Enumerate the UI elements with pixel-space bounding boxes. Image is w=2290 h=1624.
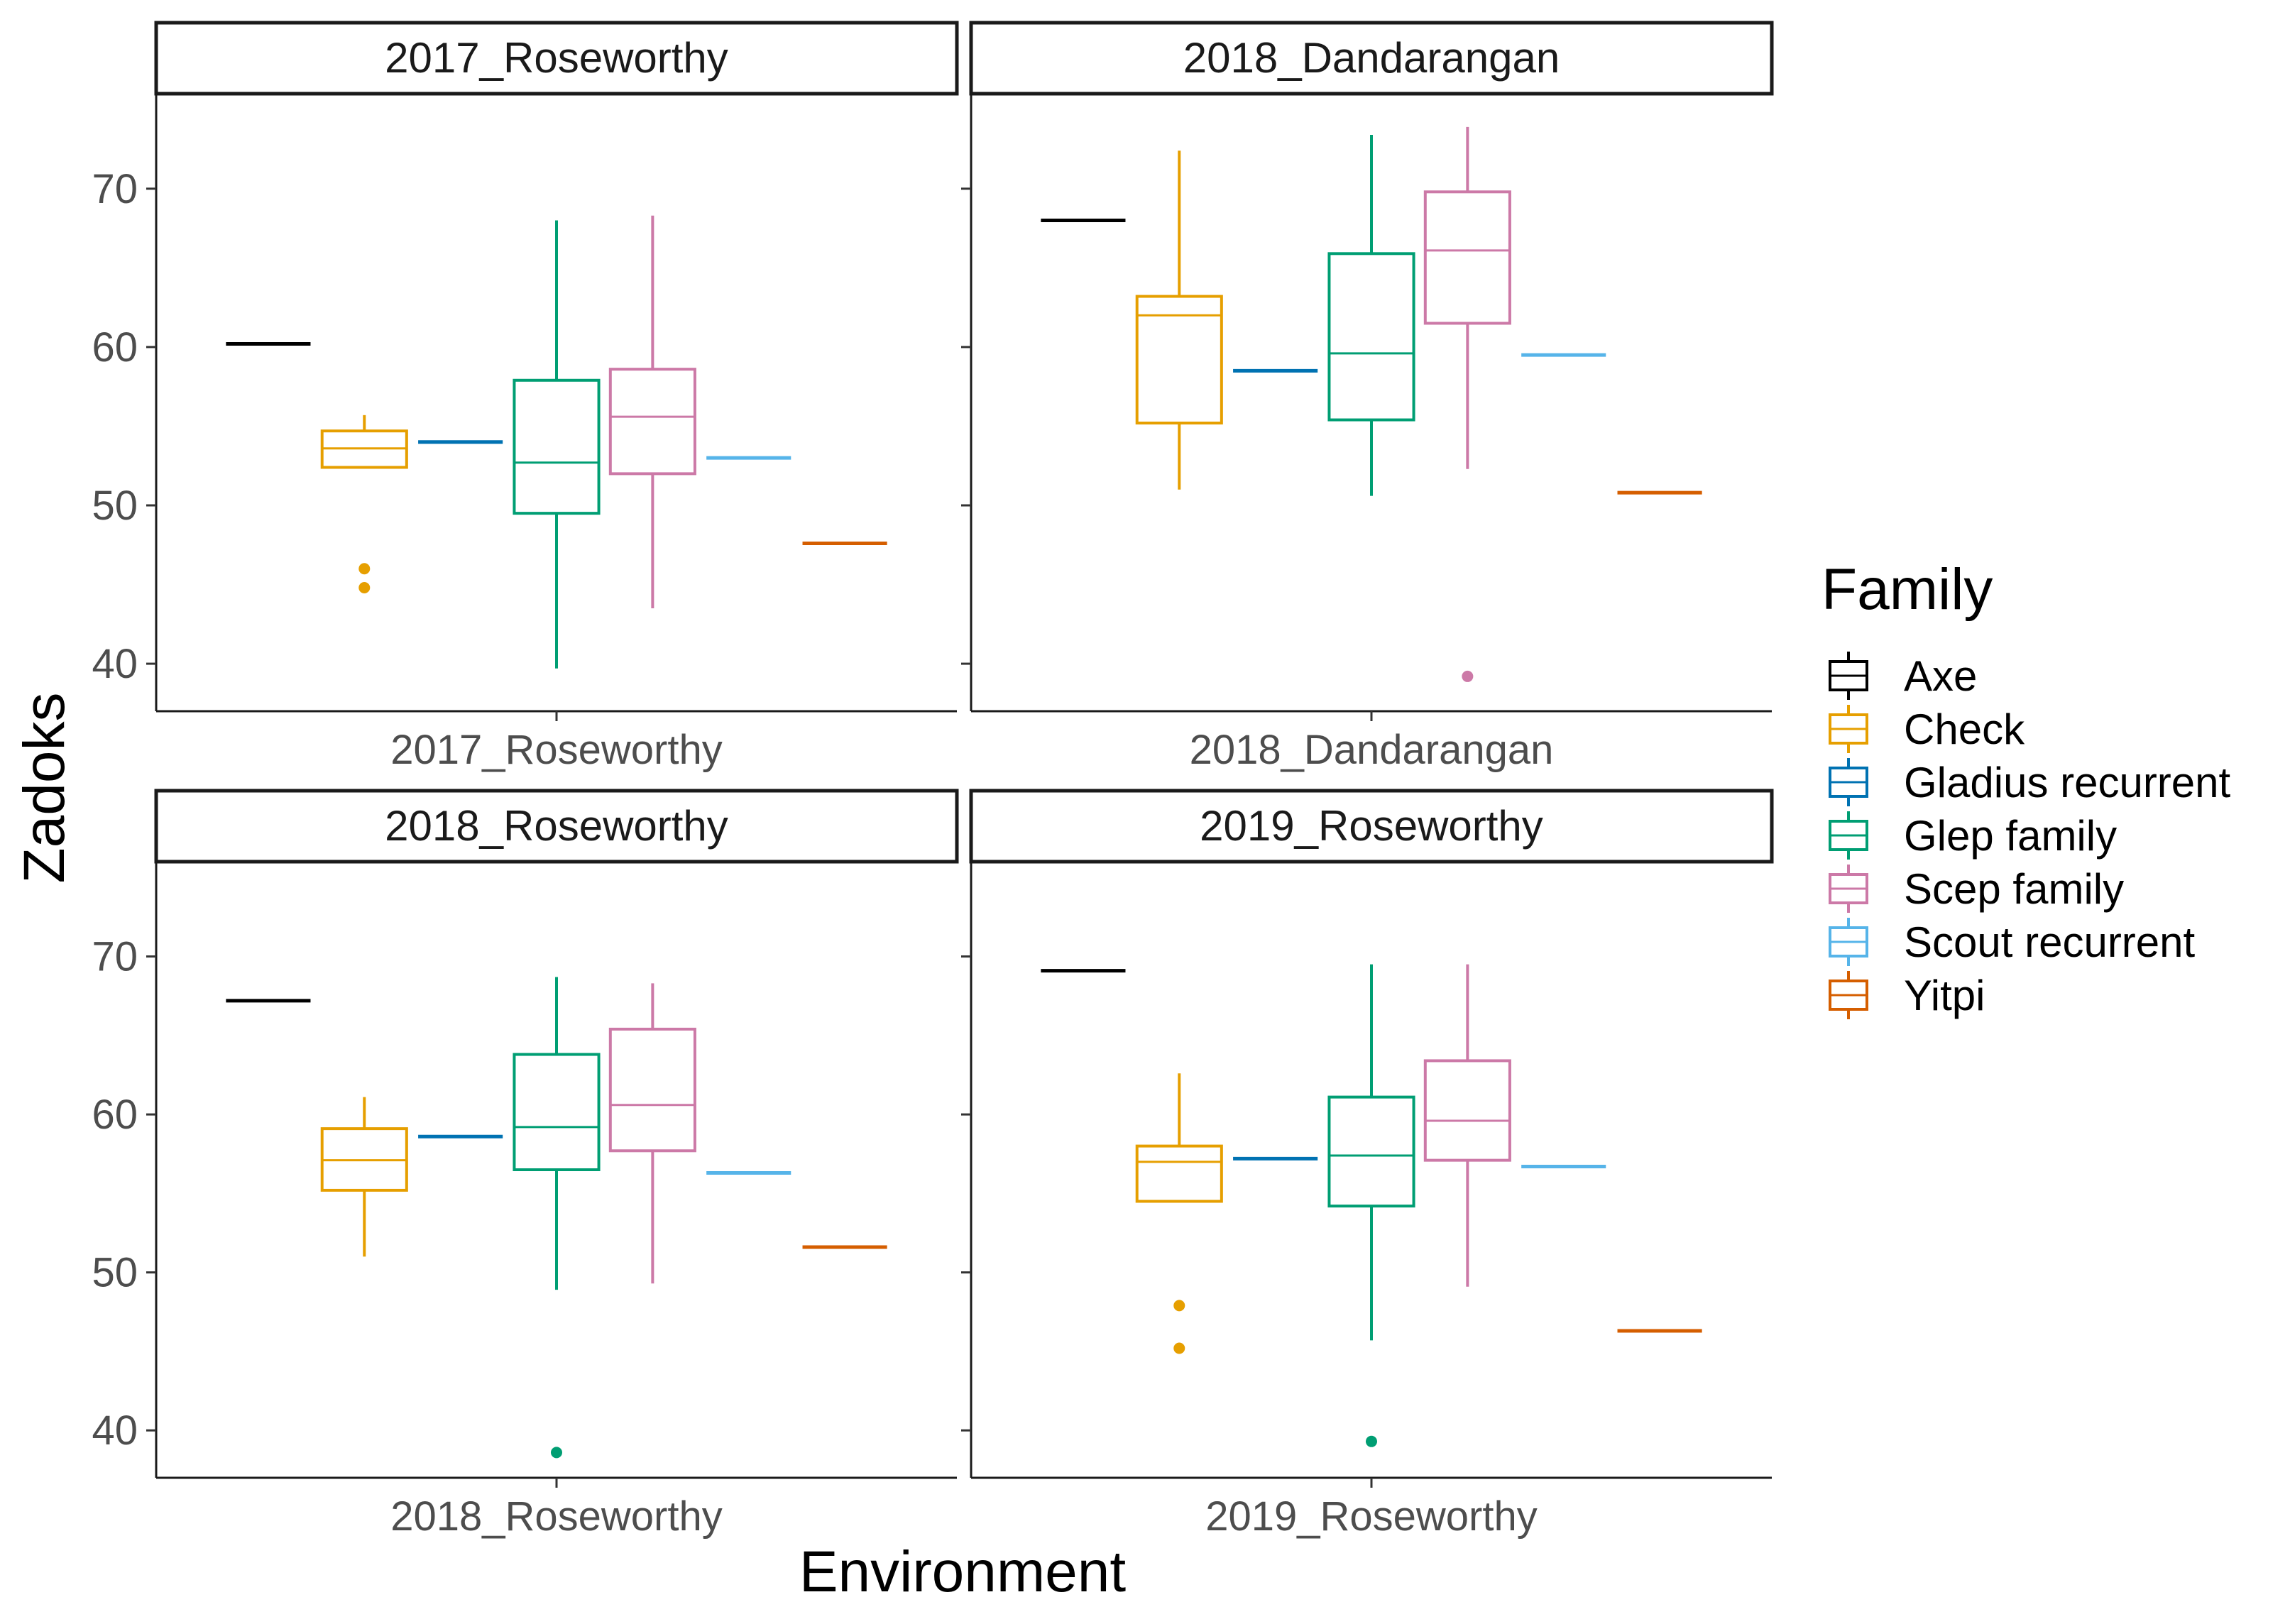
legend-label: Yitpi xyxy=(1904,972,1985,1019)
legend-item: Axe xyxy=(1829,652,1977,700)
outlier-point xyxy=(1173,1300,1185,1312)
box-glep-family xyxy=(1327,135,1415,496)
box-iqr xyxy=(513,378,601,515)
box-iqr xyxy=(608,1027,696,1153)
y-axis-title: Zadoks xyxy=(12,693,77,884)
y-tick-label: 40 xyxy=(92,641,138,687)
facet-strip-label: 2018_Dandarangan xyxy=(1183,34,1560,82)
facet-panel: 2017_Roseworthy 40 50 60 70 2017_Roseworthy xyxy=(92,21,959,773)
y-tick-label: 60 xyxy=(92,324,138,371)
box-check xyxy=(1135,1073,1223,1354)
outlier-point xyxy=(551,1447,562,1459)
outlier-point xyxy=(358,582,371,593)
box-check xyxy=(1135,150,1223,490)
legend-label: Check xyxy=(1904,706,2025,753)
facet-strip-label: 2018_Roseworthy xyxy=(385,802,728,850)
box-check xyxy=(320,415,408,593)
x-tick-label: 2017_Roseworthy xyxy=(390,727,723,773)
legend-label: Glep family xyxy=(1904,812,2117,860)
x-tick-label: 2018_Dandarangan xyxy=(1190,727,1554,773)
facet-strip xyxy=(154,21,959,96)
y-tick-label: 70 xyxy=(92,934,138,980)
x-tick-label: 2018_Roseworthy xyxy=(390,1493,723,1540)
box-iqr xyxy=(1135,295,1223,424)
box-iqr xyxy=(513,1053,601,1171)
box-check xyxy=(320,1097,408,1257)
facet-panel: 2018_Roseworthy 40 50 60 70 2018_Roseworthy xyxy=(92,789,959,1540)
y-tick-label: 50 xyxy=(92,483,138,529)
box-scep-family xyxy=(608,215,696,608)
outlier-point xyxy=(1462,670,1474,682)
legend-label: Gladius recurrent xyxy=(1904,759,2231,806)
facet-strip xyxy=(969,21,1774,96)
legend-label: Axe xyxy=(1904,652,1977,700)
outlier-point xyxy=(1366,1435,1377,1447)
facet-panel: 2019_Roseworthy 2019_Roseworthy xyxy=(961,789,1774,1540)
legend-item: Gladius recurrent xyxy=(1829,758,2231,806)
legend-title: Family xyxy=(1821,557,1993,622)
y-tick-label: 60 xyxy=(92,1092,138,1138)
legend-label: Scep family xyxy=(1904,865,2124,913)
legend-item: Scep family xyxy=(1829,865,2124,913)
facet-panels: 2017_Roseworthy405060702017_Roseworthy20… xyxy=(92,21,1774,1540)
box-iqr xyxy=(1423,190,1511,325)
facet-strip-label: 2019_Roseworthy xyxy=(1200,802,1543,850)
outlier-point xyxy=(1173,1342,1185,1354)
box-glep-family xyxy=(513,220,601,669)
outlier-point xyxy=(358,563,371,575)
legend-item: Check xyxy=(1829,705,2025,753)
x-tick-label: 2019_Roseworthy xyxy=(1205,1493,1538,1540)
legend-item: Scout recurrent xyxy=(1829,918,2196,966)
legend-label: Scout recurrent xyxy=(1904,918,2196,966)
box-scep-family xyxy=(1423,964,1511,1287)
box-glep-family xyxy=(1327,964,1415,1447)
box-iqr xyxy=(1135,1144,1223,1203)
facet-panel: 2018_Dandarangan 2018_Dandarangan xyxy=(961,21,1774,773)
box-iqr xyxy=(1327,1095,1415,1208)
facet-strip xyxy=(154,789,959,864)
facet-strip-label: 2017_Roseworthy xyxy=(385,34,728,82)
box-glep-family xyxy=(513,977,601,1459)
legend: Family Axe Check Gladius recurrent Glep fami… xyxy=(1821,557,2231,1019)
x-axis-title: Environment xyxy=(799,1540,1127,1604)
box-scep-family xyxy=(608,983,696,1284)
y-tick-label: 40 xyxy=(92,1408,138,1454)
box-iqr xyxy=(1327,252,1415,422)
y-tick-label: 70 xyxy=(92,166,138,212)
box-iqr xyxy=(1423,1059,1511,1162)
legend-item: Yitpi xyxy=(1829,971,1985,1019)
legend-item: Glep family xyxy=(1829,811,2117,860)
facet-strip xyxy=(969,789,1774,864)
box-scep-family xyxy=(1423,126,1511,682)
y-tick-label: 50 xyxy=(92,1250,138,1296)
box-iqr xyxy=(608,368,696,476)
